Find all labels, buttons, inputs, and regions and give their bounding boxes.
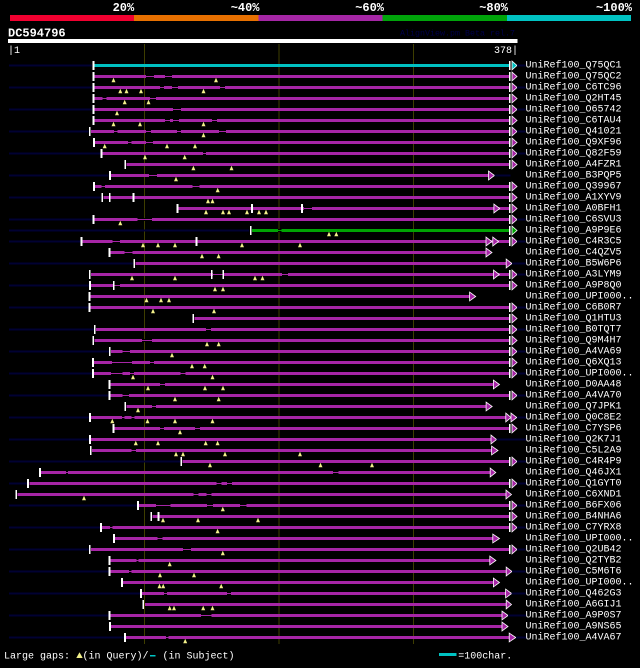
svg-text:~60%: ~60% — [355, 1, 385, 15]
svg-text:~80%: ~80% — [479, 1, 509, 15]
svg-text:UniRef100_Q2HT45: UniRef100_Q2HT45 — [526, 93, 622, 105]
svg-text:20%: 20% — [113, 1, 135, 15]
svg-text:Large gaps:: Large gaps: — [4, 651, 70, 662]
svg-text:UniRef100_A1XYV9: UniRef100_A1XYV9 — [526, 192, 622, 204]
svg-text:UniRef100_A9P8Q0: UniRef100_A9P8Q0 — [526, 280, 622, 292]
svg-text:UniRef100_Q6XQ13: UniRef100_Q6XQ13 — [526, 357, 622, 369]
svg-text:UniRef100_A6GIJ1: UniRef100_A6GIJ1 — [526, 599, 622, 611]
svg-text:UniRef100_Q1GYT0: UniRef100_Q1GYT0 — [526, 478, 622, 490]
svg-text:UniRef100_A0BFH1: UniRef100_A0BFH1 — [526, 203, 622, 215]
svg-text:UniRef100_A3LYM9: UniRef100_A3LYM9 — [526, 269, 622, 281]
svg-text:DC594796: DC594796 — [8, 27, 66, 41]
svg-text:UniRef100_UPI000..: UniRef100_UPI000.. — [526, 291, 634, 303]
svg-text:UniRef100_Q0C8E2: UniRef100_Q0C8E2 — [526, 412, 622, 424]
svg-text:UniRef100_Q462G3: UniRef100_Q462G3 — [526, 588, 622, 600]
svg-text:UniRef100_O65742: UniRef100_O65742 — [526, 104, 622, 116]
svg-text:UniRef100_C6TC96: UniRef100_C6TC96 — [526, 82, 622, 94]
svg-text:UniRef100_C6SVU3: UniRef100_C6SVU3 — [526, 214, 622, 226]
svg-text:UniRef100_C5L2A9: UniRef100_C5L2A9 — [526, 445, 622, 457]
svg-text:UniRef100_A4FZR1: UniRef100_A4FZR1 — [526, 159, 622, 171]
svg-text:UniRef100_B6FX06: UniRef100_B6FX06 — [526, 500, 622, 512]
svg-text:(in Subject): (in Subject) — [163, 650, 235, 662]
svg-text:UniRef100_Q46JX1: UniRef100_Q46JX1 — [526, 467, 622, 479]
svg-text:UniRef100_Q1HTU3: UniRef100_Q1HTU3 — [526, 313, 622, 325]
svg-text:UniRef100_Q75QC1: UniRef100_Q75QC1 — [526, 60, 622, 72]
svg-text:UniRef100_UPI000..: UniRef100_UPI000.. — [526, 577, 634, 589]
svg-text:UniRef100_C5M6T6: UniRef100_C5M6T6 — [526, 566, 622, 578]
svg-text:UniRef100_C6B0R7: UniRef100_C6B0R7 — [526, 302, 622, 314]
svg-text:UniRef100_C7YRX8: UniRef100_C7YRX8 — [526, 522, 622, 534]
svg-text:UniRef100_Q2K7J1: UniRef100_Q2K7J1 — [526, 434, 622, 446]
svg-text:UniRef100_UPI000..: UniRef100_UPI000.. — [526, 533, 634, 545]
svg-text:UniRef100_Q9XF96: UniRef100_Q9XF96 — [526, 137, 622, 149]
svg-text:UniRef100_C4QZV5: UniRef100_C4QZV5 — [526, 247, 622, 259]
svg-text:UniRef100_C6TAU4: UniRef100_C6TAU4 — [526, 115, 622, 127]
svg-text:UniRef100_Q9M4H7: UniRef100_Q9M4H7 — [526, 335, 622, 347]
svg-text:|1: |1 — [8, 45, 20, 57]
svg-text:UniRef100_Q2UB42: UniRef100_Q2UB42 — [526, 544, 622, 556]
svg-text:UniRef100_C4R3C5: UniRef100_C4R3C5 — [526, 236, 622, 248]
svg-text:UniRef100_A9NS65: UniRef100_A9NS65 — [526, 621, 622, 633]
svg-text:UniRef100_B5W6P6: UniRef100_B5W6P6 — [526, 258, 622, 270]
svg-text:UniRef100_A9P9E6: UniRef100_A9P9E6 — [526, 225, 622, 237]
svg-text:UniRef100_D0AA48: UniRef100_D0AA48 — [526, 379, 622, 391]
svg-text:UniRef100_Q2TYB2: UniRef100_Q2TYB2 — [526, 555, 622, 567]
svg-text:UniRef100_Q41021: UniRef100_Q41021 — [526, 126, 622, 138]
svg-text:378|: 378| — [494, 45, 518, 57]
svg-text:~100%: ~100% — [596, 1, 633, 15]
svg-text:UniRef100_B0TQT7: UniRef100_B0TQT7 — [526, 324, 622, 336]
svg-text:UniRef100_C6XND1: UniRef100_C6XND1 — [526, 489, 622, 501]
svg-text:=100char.: =100char. — [458, 650, 512, 662]
svg-text:UniRef100_Q75QC2: UniRef100_Q75QC2 — [526, 71, 622, 83]
svg-text:AlignView.pm Beta rel.7: AlignView.pm Beta rel.7 — [400, 29, 515, 39]
svg-text:~40%: ~40% — [231, 1, 261, 15]
svg-text:UniRef100_B3PQP5: UniRef100_B3PQP5 — [526, 170, 622, 182]
svg-text:UniRef100_B4NHA6: UniRef100_B4NHA6 — [526, 511, 622, 523]
svg-text:UniRef100_C4R4P9: UniRef100_C4R4P9 — [526, 456, 622, 468]
svg-text:UniRef100_A4VA70: UniRef100_A4VA70 — [526, 390, 622, 402]
svg-text:UniRef100_A9P0S7: UniRef100_A9P0S7 — [526, 610, 622, 622]
svg-text:UniRef100_UPI000..: UniRef100_UPI000.. — [526, 368, 634, 380]
svg-text:UniRef100_Q82F59: UniRef100_Q82F59 — [526, 148, 622, 160]
svg-text:UniRef100_A4VA69: UniRef100_A4VA69 — [526, 346, 622, 358]
svg-text:UniRef100_Q7JPK1: UniRef100_Q7JPK1 — [526, 401, 622, 413]
svg-text:UniRef100_A4VA67: UniRef100_A4VA67 — [526, 632, 622, 644]
svg-text:UniRef100_Q39967: UniRef100_Q39967 — [526, 181, 622, 193]
svg-text:(in Query)/: (in Query)/ — [83, 650, 149, 662]
svg-text:UniRef100_C7YSP6: UniRef100_C7YSP6 — [526, 423, 622, 435]
